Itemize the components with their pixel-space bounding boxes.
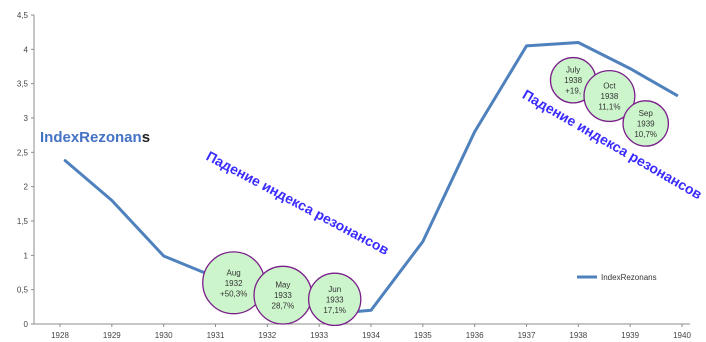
x-tick-label: 1935 (414, 331, 432, 340)
y-tick-label: 1,5 (17, 217, 29, 226)
annotation-text: Jun (328, 285, 341, 294)
diagonal-annotation: Падение индекса резонансов (204, 148, 393, 258)
x-tick-label: 1932 (258, 331, 276, 340)
x-tick-label: 1939 (621, 331, 639, 340)
annotations: Aug1932+50,3%May193328,7%Jun193317,1%Jul… (202, 56, 670, 327)
x-tick-label: 1936 (466, 331, 484, 340)
annotation-text: +19, (565, 87, 581, 96)
y-tick-label: 1 (24, 251, 29, 260)
legend: IndexRezonans (577, 273, 657, 282)
annotation-text: Sep (639, 109, 654, 118)
annotation-text: 1939 (637, 119, 655, 128)
annotation-text: 1938 (564, 76, 582, 85)
y-tick-label: 2,5 (17, 148, 29, 157)
x-tick-label: 1934 (362, 331, 380, 340)
x-tick-label: 1929 (103, 331, 121, 340)
annotation-text: Oct (603, 82, 616, 91)
annotation-text: 1938 (601, 92, 619, 101)
y-tick-label: 0,5 (17, 286, 29, 295)
overlay-title: IndexRezonans (40, 129, 150, 146)
annotation-text: 17,1% (323, 306, 346, 315)
annotation-bubble (583, 69, 636, 123)
x-tick-label: 1937 (518, 331, 536, 340)
series-line (63, 41, 679, 314)
overlay-title-main: IndexRezonan (40, 129, 142, 146)
annotation-bubble (307, 272, 362, 327)
axes: 0 0,5 1 1,5 2 2,5 3 3,5 4 4,5 1928 1929 1930 1931 1932… (17, 11, 692, 340)
x-tick-label: 1940 (673, 331, 691, 340)
annotation-bubble (622, 100, 670, 147)
annotation-text: 28,7% (272, 302, 295, 311)
y-tick-label: 4,5 (17, 11, 29, 20)
legend-label: IndexRezonans (601, 273, 657, 282)
annotation-text: May (275, 281, 290, 290)
x-tick-label: 1930 (155, 331, 173, 340)
annotation-text: 1932 (225, 279, 243, 288)
annotation-text: 11,1% (598, 103, 620, 112)
y-tick-label: 3,5 (17, 80, 29, 89)
annotation-text: 1933 (326, 295, 344, 304)
annotation-text: +50,3% (220, 289, 247, 298)
overlay-title-tail: s (142, 129, 150, 146)
y-tick-label: 4 (24, 45, 29, 54)
y-tick-label: 3 (24, 114, 29, 123)
annotation-text: 10,7% (634, 130, 657, 139)
x-tick-label: 1931 (207, 331, 225, 340)
y-tick-label: 0 (24, 320, 29, 329)
x-tick-label: 1933 (310, 331, 328, 340)
annotation-text: July (566, 66, 580, 75)
x-tick-label: 1928 (51, 331, 69, 340)
x-tick-label: 1938 (569, 331, 587, 340)
series (63, 41, 679, 314)
y-tick-label: 2 (24, 183, 29, 192)
annotation-text: Aug (227, 268, 241, 277)
annotation-text: 1933 (274, 291, 292, 300)
